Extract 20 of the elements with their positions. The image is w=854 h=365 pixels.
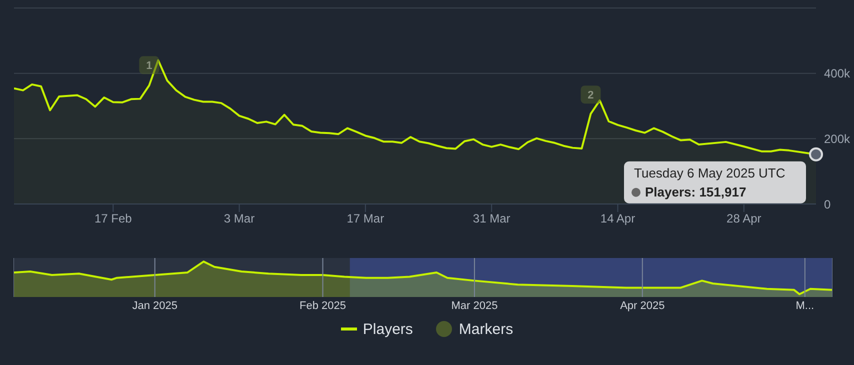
legend-label: Players: [362, 320, 413, 338]
x-tick-label: 31 Mar: [472, 212, 510, 226]
x-tick-label: M...: [796, 300, 814, 312]
y-tick-label: 200k: [824, 132, 852, 146]
x-tick-label: Mar 2025: [451, 300, 498, 312]
y-tick-label: 0: [824, 197, 831, 212]
annotation: Players: 151,917: [645, 184, 746, 200]
legend-label: Markers: [458, 320, 514, 338]
x-tick-label: Feb 2025: [300, 300, 346, 312]
x-tick-label: 17 Feb: [94, 212, 132, 226]
x-tick-label: 17 Mar: [346, 212, 384, 226]
annotation: 1: [146, 60, 152, 72]
x-tick-label: Apr 2025: [620, 300, 665, 312]
annotation: Tuesday 6 May 2025 UTC: [634, 165, 786, 180]
x-tick-label: Jan 2025: [132, 300, 178, 312]
annotation: 2: [588, 90, 594, 102]
x-tick-label: 14 Apr: [600, 212, 636, 226]
x-tick-label: 3 Mar: [224, 212, 255, 226]
x-tick-label: 28 Apr: [726, 212, 762, 226]
y-tick-label: 400k: [824, 66, 852, 81]
